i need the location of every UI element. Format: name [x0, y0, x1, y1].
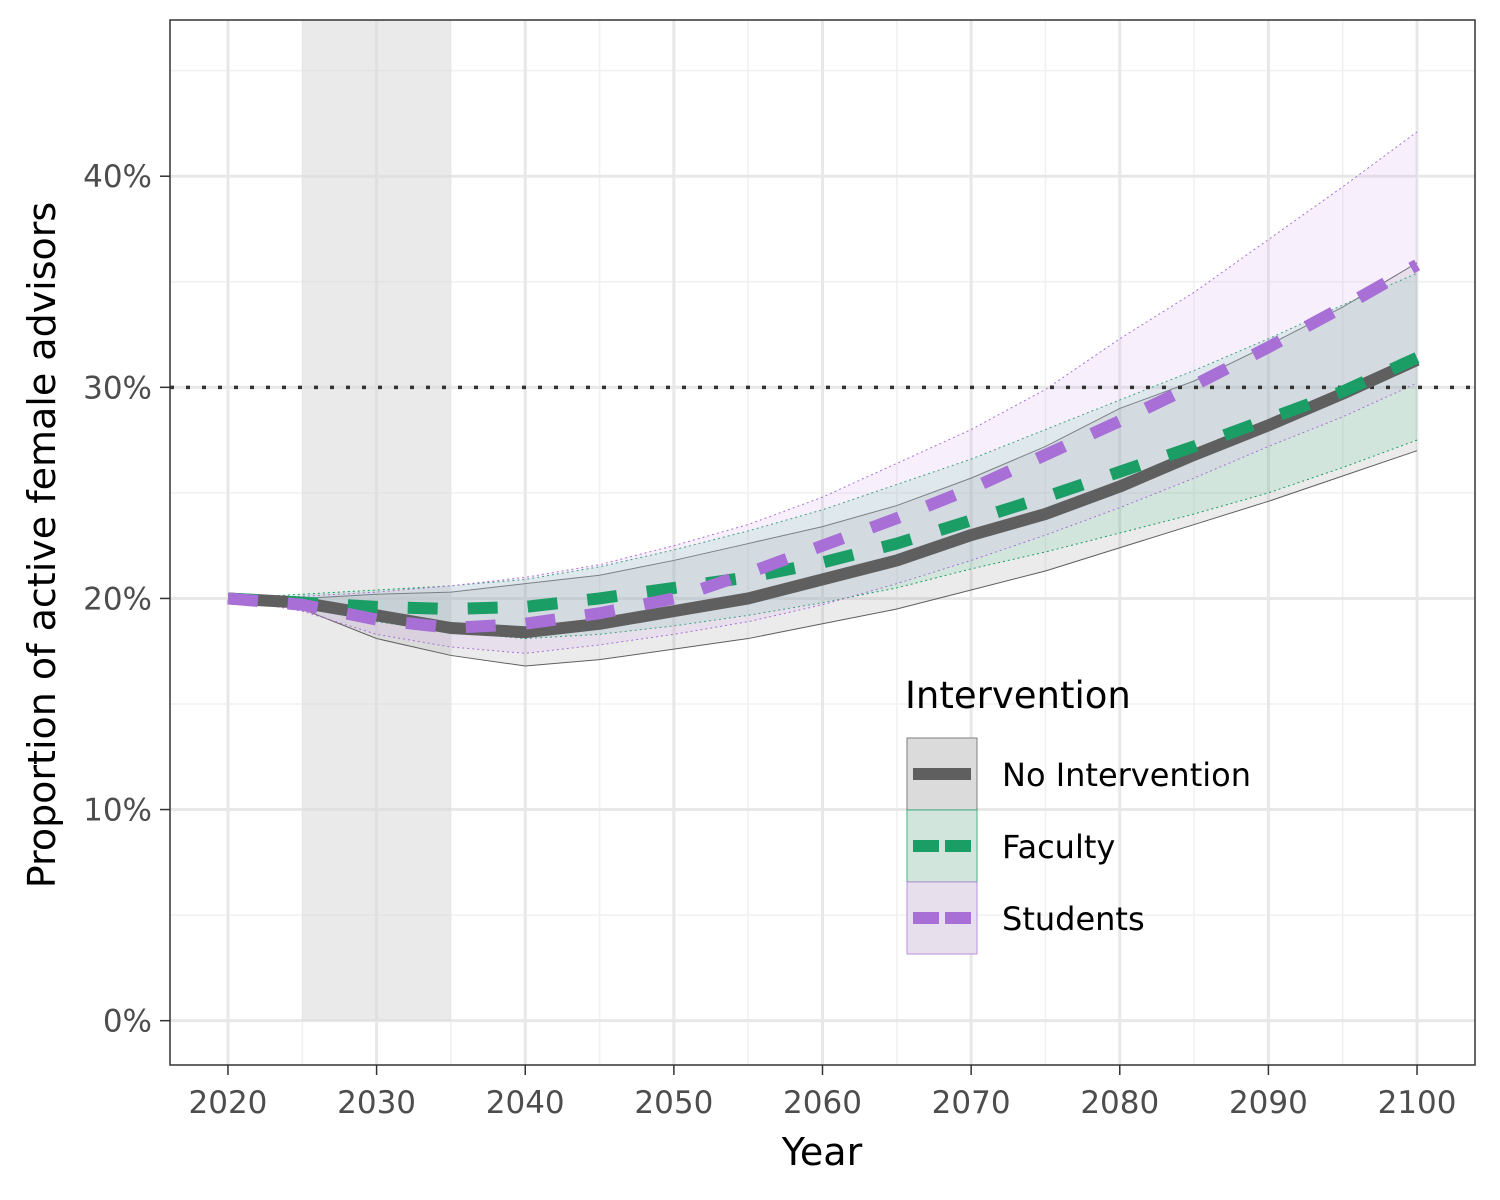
shaded-period	[302, 20, 451, 1021]
x-axis: 2020 2030 2040 2050 2060 2070 2080 2090 2100	[189, 1065, 1457, 1121]
legend-label: Faculty	[1002, 828, 1115, 866]
x-tick-label: 2090	[1229, 1085, 1308, 1121]
legend-label: No Intervention	[1002, 756, 1251, 794]
series-line-students	[227, 259, 1420, 634]
y-tick-label: 10%	[83, 793, 152, 829]
legend: Intervention No Intervention Faculty Stude…	[905, 674, 1251, 955]
y-tick-label: 0%	[103, 1004, 152, 1040]
series-lines	[227, 259, 1420, 639]
x-tick-label: 2040	[486, 1085, 565, 1121]
x-tick-label: 2060	[783, 1085, 862, 1121]
ribbon-upper-bound	[227, 131, 1418, 599]
y-tick-label: 20%	[83, 581, 152, 617]
x-axis-label: Year	[781, 1130, 863, 1174]
y-axis: 0% 10% 20% 30% 40%	[83, 159, 170, 1040]
legend-title: Intervention	[905, 674, 1131, 717]
y-axis-label: Proportion of active female advisors	[20, 202, 64, 888]
series-line-faculty	[227, 352, 1420, 615]
ribbon-lower-bound	[227, 450, 1418, 667]
y-tick-label: 30%	[83, 370, 152, 406]
x-tick-label: 2100	[1378, 1085, 1457, 1121]
x-tick-label: 2050	[634, 1085, 713, 1121]
x-tick-label: 2070	[932, 1085, 1011, 1121]
x-tick-label: 2080	[1080, 1085, 1159, 1121]
x-tick-label: 2030	[337, 1085, 416, 1121]
shaded-intervention-period	[302, 20, 451, 1021]
legend-label: Students	[1002, 900, 1145, 938]
y-tick-label: 40%	[83, 159, 152, 195]
x-tick-label: 2020	[189, 1085, 268, 1121]
